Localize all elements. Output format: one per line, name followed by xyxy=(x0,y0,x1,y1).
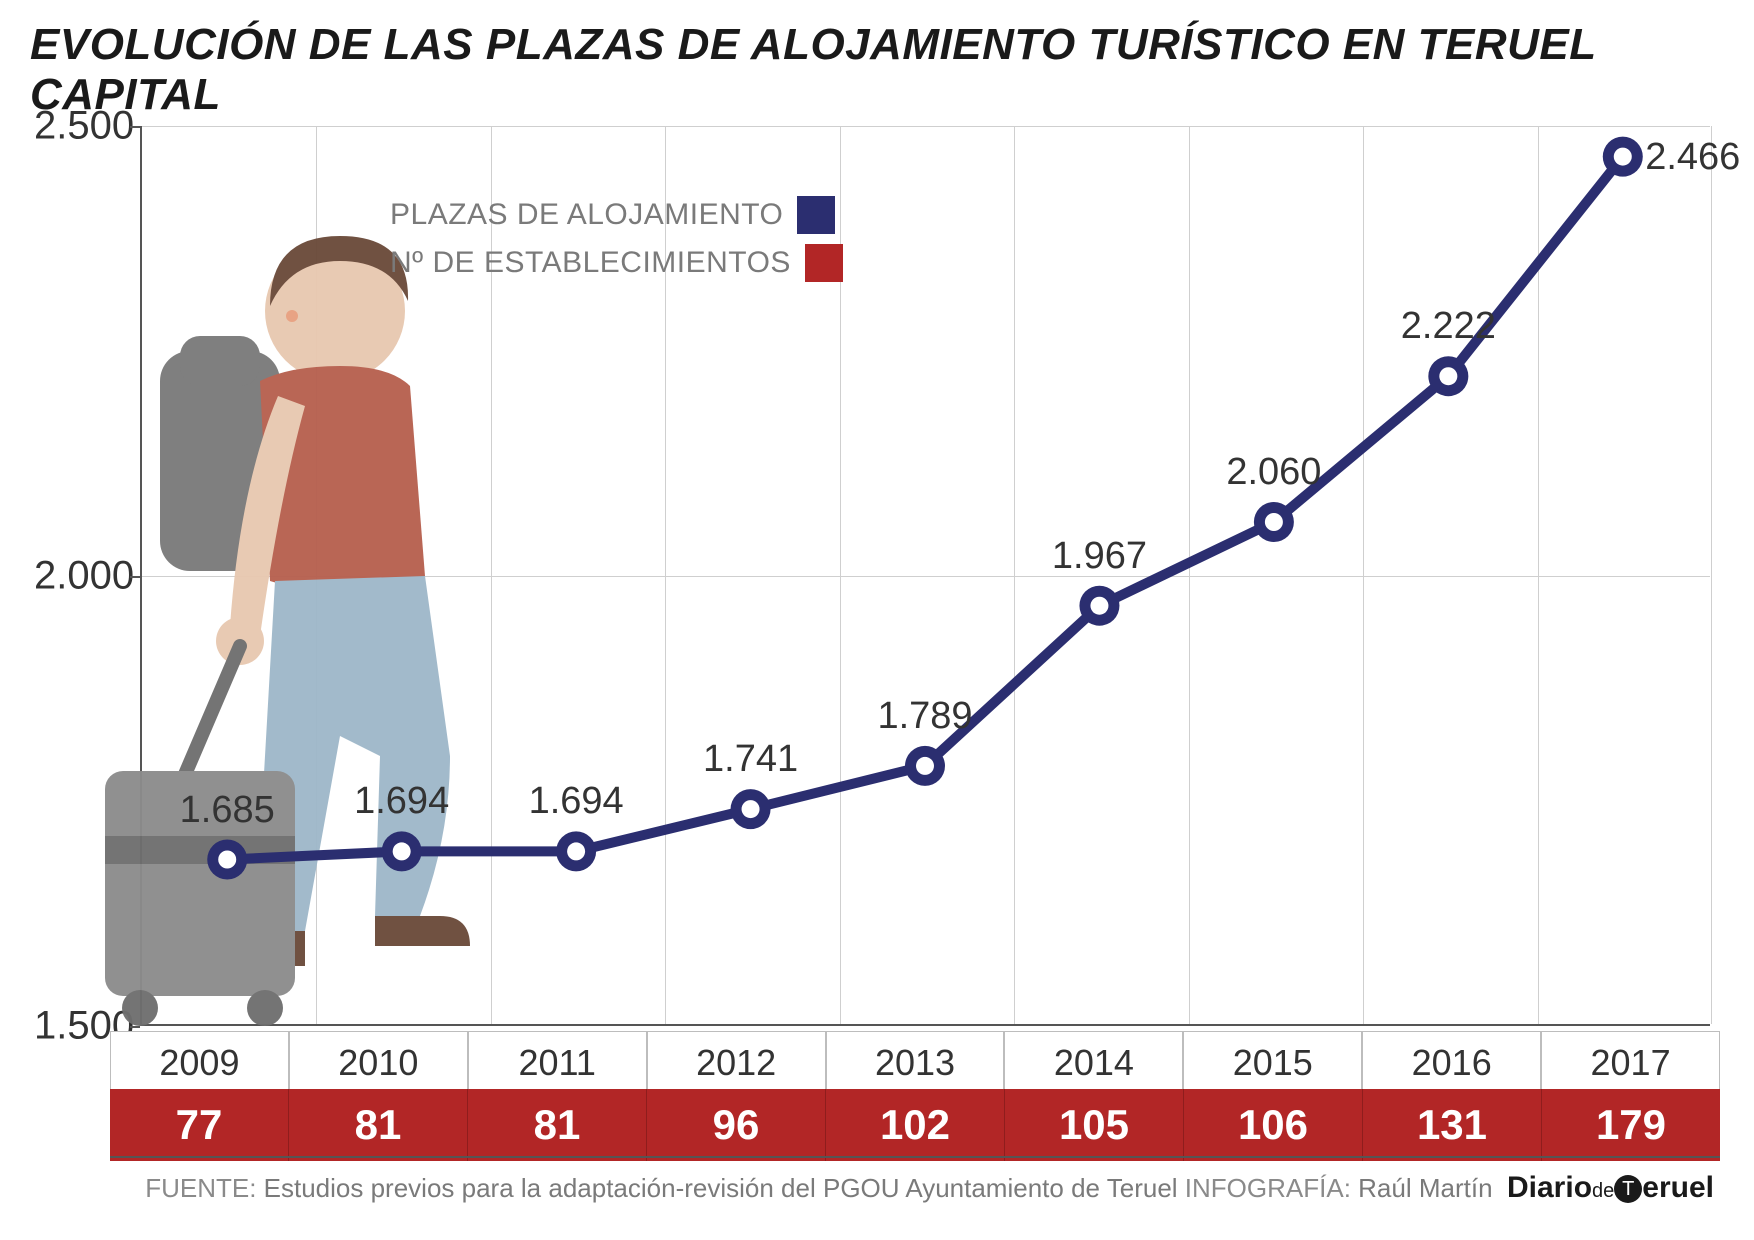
brand-de: de xyxy=(1592,1180,1614,1202)
year-cell: 2012 xyxy=(647,1031,826,1097)
establecimientos-cell: 96 xyxy=(647,1089,826,1161)
year-cell: 2010 xyxy=(289,1031,468,1097)
x-axis-years: 200920102011201220132014201520162017 xyxy=(110,1031,1720,1097)
fuente-text: Estudios previos para la adaptación-revi… xyxy=(264,1173,1178,1203)
footer-rule xyxy=(110,1156,1720,1158)
establecimientos-cell: 77 xyxy=(110,1089,289,1161)
establecimientos-cell: 131 xyxy=(1363,1089,1542,1161)
line-series xyxy=(140,126,1710,1026)
brand-t-icon: T xyxy=(1614,1175,1642,1203)
year-cell: 2014 xyxy=(1004,1031,1183,1097)
data-point-label: 2.060 xyxy=(1226,451,1321,494)
year-cell: 2011 xyxy=(468,1031,647,1097)
establecimientos-cell: 105 xyxy=(1005,1089,1184,1161)
source-line: FUENTE: Estudios previos para la adaptac… xyxy=(30,1171,1724,1205)
year-cell: 2013 xyxy=(826,1031,1005,1097)
establecimientos-cell: 81 xyxy=(468,1089,647,1161)
brand-pre: Diario xyxy=(1507,1171,1592,1204)
year-cell: 2009 xyxy=(110,1031,289,1097)
data-point-label: 1.789 xyxy=(877,695,972,738)
fuente-label: FUENTE: xyxy=(145,1173,256,1203)
infografia-text: Raúl Martín xyxy=(1358,1173,1492,1203)
chart-container: 1.5002.0002.500 PLAZAS DE ALOJAMIENTO xyxy=(30,126,1724,1126)
brand-post: eruel xyxy=(1642,1171,1714,1204)
year-cell: 2017 xyxy=(1541,1031,1720,1097)
data-point-label: 2.222 xyxy=(1401,305,1496,348)
data-point-label: 1.685 xyxy=(180,789,275,832)
chart-title: EVOLUCIÓN DE LAS PLAZAS DE ALOJAMIENTO T… xyxy=(30,20,1724,120)
data-point-label: 1.741 xyxy=(703,738,798,781)
data-point-label: 1.694 xyxy=(529,780,624,823)
establecimientos-cell: 106 xyxy=(1184,1089,1363,1161)
data-point-label: 1.967 xyxy=(1052,535,1147,578)
establecimientos-cell: 81 xyxy=(289,1089,468,1161)
year-cell: 2015 xyxy=(1183,1031,1362,1097)
establecimientos-row: 77818196102105106131179 xyxy=(110,1089,1720,1161)
establecimientos-cell: 179 xyxy=(1542,1089,1720,1161)
y-tick-label: 2.500 xyxy=(34,104,134,149)
year-cell: 2016 xyxy=(1362,1031,1541,1097)
data-point-label: 2.466 xyxy=(1645,136,1740,179)
establecimientos-cell: 102 xyxy=(826,1089,1005,1161)
data-point-label: 1.694 xyxy=(354,780,449,823)
infografia-label: INFOGRAFÍA: xyxy=(1185,1173,1351,1203)
